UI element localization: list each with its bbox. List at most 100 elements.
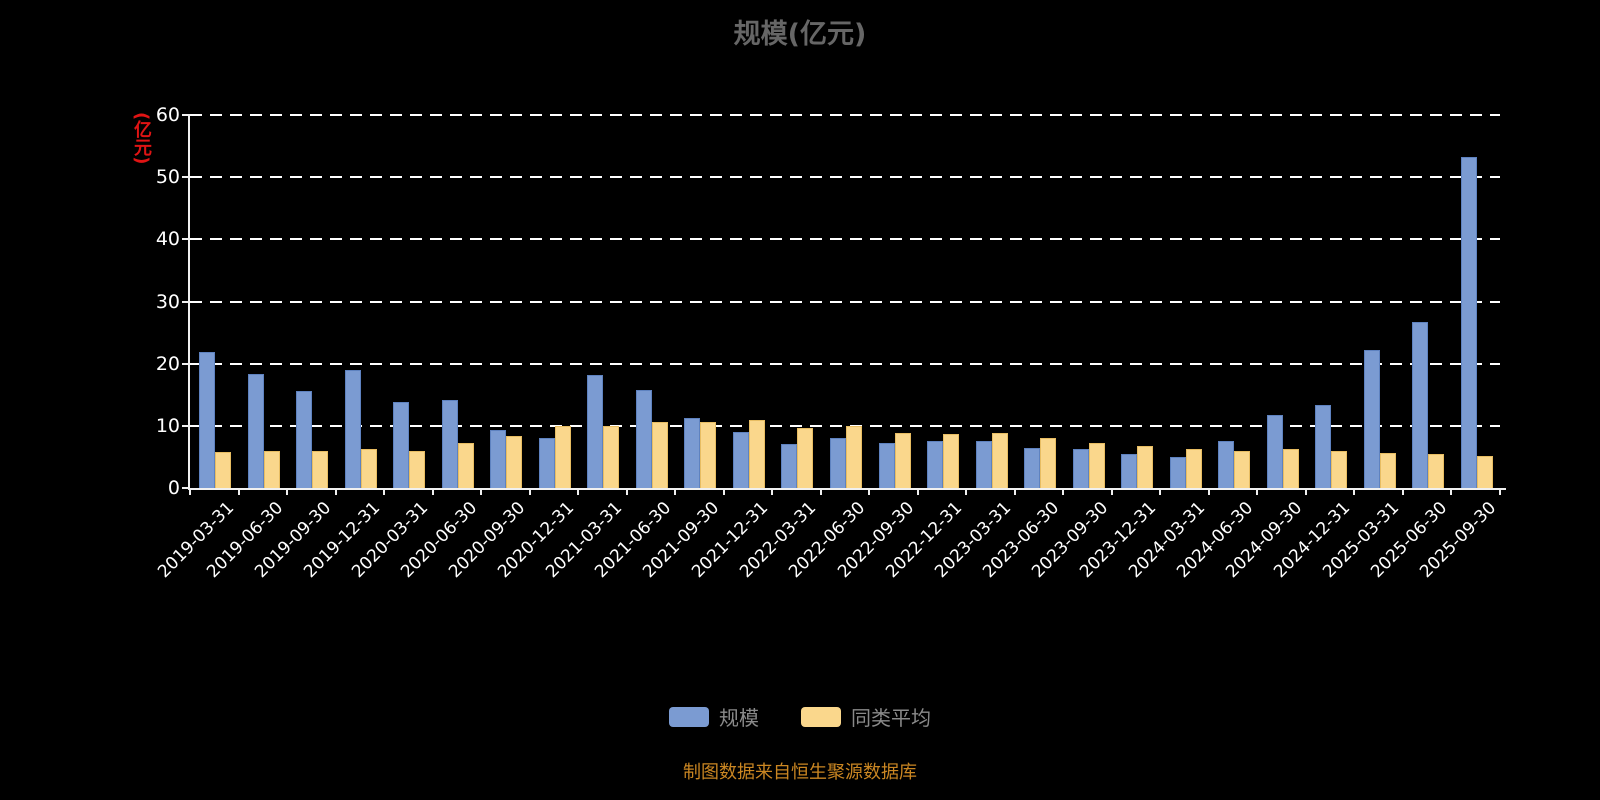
gridline [190, 238, 1500, 241]
bar-peer-average-2023-03-31[interactable] [991, 433, 1008, 489]
bar-scale-2023-12-31[interactable] [1121, 453, 1138, 489]
y-axis-tick [182, 114, 190, 116]
bar-peer-average-2021-03-31[interactable] [603, 425, 620, 489]
bar-peer-average-2019-09-30[interactable] [312, 450, 329, 489]
bar-peer-average-2023-12-31[interactable] [1137, 445, 1154, 489]
bar-peer-average-2021-09-30[interactable] [700, 422, 717, 489]
bar-peer-average-2019-06-30[interactable] [263, 451, 280, 489]
bar-peer-average-2023-06-30[interactable] [1040, 438, 1057, 489]
bar-scale-2021-12-31[interactable] [732, 432, 749, 489]
legend-item-scale[interactable]: 规模 [669, 702, 759, 731]
legend-item-peer-average[interactable]: 同类平均 [801, 702, 931, 731]
bar-scale-2019-06-30[interactable] [247, 373, 264, 489]
bar-scale-2023-09-30[interactable] [1072, 449, 1089, 489]
bar-scale-2024-09-30[interactable] [1266, 415, 1283, 489]
y-axis-tick [182, 176, 190, 179]
bar-scale-2021-03-31[interactable] [587, 374, 604, 489]
x-axis-tick [528, 488, 531, 495]
x-axis-tick [868, 488, 871, 495]
bar-peer-average-2024-03-31[interactable] [1185, 448, 1202, 489]
bar-scale-2020-06-30[interactable] [441, 399, 458, 489]
y-axis-tick [182, 362, 190, 365]
bar-scale-2022-03-31[interactable] [781, 444, 798, 489]
x-axis-tick [577, 488, 580, 495]
legend-label-scale: 规模 [719, 706, 759, 730]
x-axis-tick [965, 488, 968, 495]
legend-swatch-scale [669, 706, 709, 727]
y-axis-tick-label: 20 [155, 352, 180, 375]
bar-scale-2023-03-31[interactable] [975, 441, 992, 489]
bar-peer-average-2021-06-30[interactable] [651, 422, 668, 489]
bar-scale-2025-03-31[interactable] [1363, 349, 1380, 489]
bar-peer-average-2021-12-31[interactable] [748, 419, 765, 489]
x-axis-tick [431, 488, 434, 495]
y-axis-tick-label: 60 [155, 104, 180, 126]
x-axis-tick [1353, 488, 1356, 495]
bar-peer-average-2025-06-30[interactable] [1428, 454, 1445, 489]
x-axis-tick [286, 488, 289, 495]
bar-peer-average-2022-06-30[interactable] [846, 425, 862, 489]
bar-scale-2025-06-30[interactable] [1412, 322, 1429, 489]
x-axis-tick [1159, 488, 1162, 495]
bar-scale-2024-06-30[interactable] [1218, 441, 1235, 489]
chart-title: 规模(亿元) [733, 19, 867, 50]
bar-scale-2019-03-31[interactable] [199, 351, 216, 489]
bar-scale-2023-06-30[interactable] [1024, 447, 1041, 489]
bar-peer-average-2025-09-30[interactable] [1476, 455, 1493, 489]
legend: 规模 同类平均 [0, 702, 1600, 731]
bar-scale-2020-03-31[interactable] [393, 402, 410, 489]
bar-scale-2020-12-31[interactable] [538, 438, 555, 489]
bar-scale-2024-12-31[interactable] [1315, 405, 1332, 489]
bar-scale-2022-06-30[interactable] [830, 438, 846, 489]
bar-peer-average-2024-09-30[interactable] [1282, 448, 1299, 489]
bar-scale-2021-06-30[interactable] [635, 389, 652, 489]
x-axis-tick [1401, 488, 1404, 495]
x-axis-tick [916, 488, 919, 495]
x-axis-tick [771, 488, 774, 495]
bar-peer-average-2022-09-30[interactable] [894, 433, 911, 489]
bar-peer-average-2024-06-30[interactable] [1234, 450, 1251, 489]
bar-scale-2022-12-31[interactable] [927, 440, 944, 489]
bar-peer-average-2019-03-31[interactable] [215, 451, 232, 489]
bar-scale-2022-09-30[interactable] [878, 443, 895, 489]
bar-scale-2021-09-30[interactable] [684, 418, 701, 489]
bar-peer-average-2025-03-31[interactable] [1379, 453, 1396, 489]
y-axis-tick [182, 238, 190, 241]
x-axis-tick [1450, 488, 1453, 495]
gridline [190, 424, 1500, 427]
x-axis-tick [625, 488, 628, 495]
y-axis-tick-label: 10 [155, 414, 180, 437]
x-axis-tick [1256, 488, 1259, 495]
x-axis-tick [722, 488, 725, 495]
bar-peer-average-2020-03-31[interactable] [409, 450, 426, 489]
bar-scale-2019-12-31[interactable] [344, 369, 361, 489]
y-axis-tick-label: 0 [167, 477, 180, 499]
bar-scale-2024-03-31[interactable] [1169, 456, 1186, 489]
bar-peer-average-2024-12-31[interactable] [1331, 451, 1348, 489]
y-axis-name: (亿元) [131, 112, 152, 165]
bar-scale-2019-09-30[interactable] [296, 391, 313, 489]
x-axis-tick [1062, 488, 1065, 495]
bar-peer-average-2020-06-30[interactable] [457, 443, 474, 489]
gridline [190, 114, 1500, 116]
bar-peer-average-2023-09-30[interactable] [1088, 443, 1105, 489]
bar-peer-average-2020-12-31[interactable] [554, 426, 571, 489]
bar-peer-average-2022-12-31[interactable] [943, 433, 960, 489]
bar-scale-2025-09-30[interactable] [1460, 157, 1477, 489]
y-axis-line [188, 115, 190, 490]
x-axis-tick [189, 488, 191, 495]
legend-swatch-peer-average [801, 706, 841, 727]
bar-scale-2020-09-30[interactable] [490, 430, 507, 489]
bar-peer-average-2020-09-30[interactable] [506, 435, 523, 489]
y-axis-tick [182, 487, 190, 489]
x-axis-tick [1207, 488, 1210, 495]
y-axis-tick-label: 50 [155, 166, 180, 189]
bar-peer-average-2022-03-31[interactable] [797, 428, 814, 489]
x-axis-tick [383, 488, 386, 495]
footer-note: 制图数据来自恒生聚源数据库 [683, 762, 917, 783]
bar-peer-average-2019-12-31[interactable] [360, 449, 377, 489]
x-axis-tick [819, 488, 822, 495]
x-axis-tick [1110, 488, 1113, 495]
